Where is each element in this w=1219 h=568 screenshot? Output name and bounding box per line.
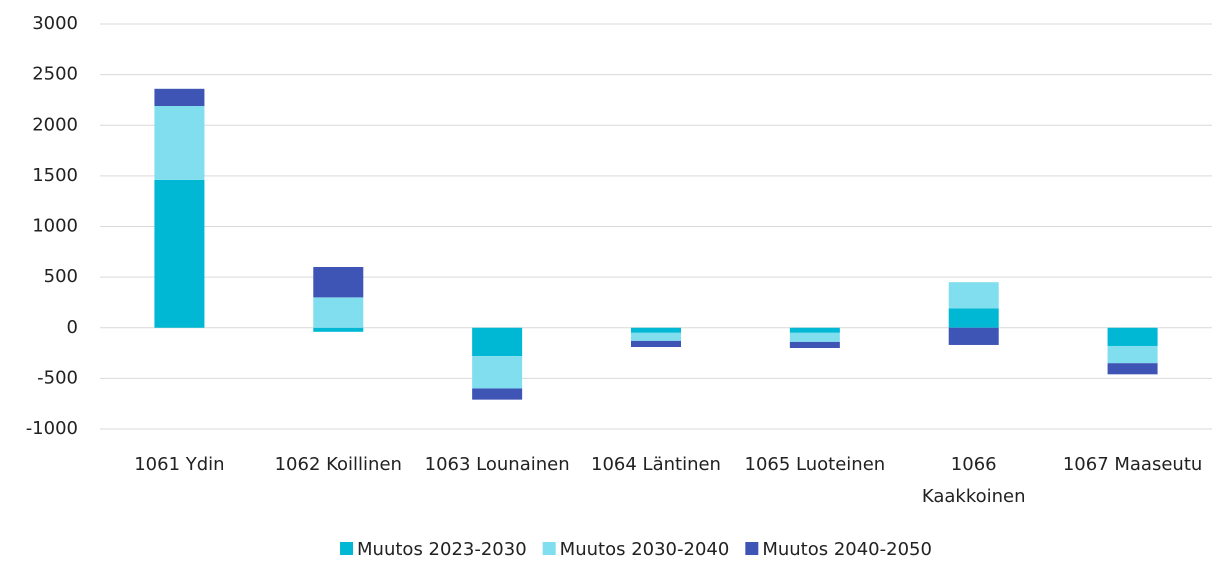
- y-tick-label: -500: [37, 367, 78, 388]
- x-tick-label: 1062 Koillinen: [275, 454, 402, 475]
- legend-swatch: [542, 542, 556, 555]
- bar-segment: [631, 327, 681, 333]
- bar-segment: [948, 327, 999, 345]
- bar-segment: [154, 88, 205, 107]
- y-tick-label: 1000: [32, 216, 78, 237]
- x-tick-label: 1067 Maaseutu: [1063, 454, 1202, 475]
- x-tick-label: 1066 Kaakkoinen: [922, 454, 1026, 507]
- bar-segment: [789, 341, 840, 348]
- bar-segment: [313, 327, 364, 332]
- legend-label: Muutos 2040-2050: [762, 539, 932, 560]
- y-tick-label: 2000: [32, 114, 78, 135]
- x-tick-label: 1065 Luoteinen: [745, 454, 886, 475]
- y-tick-label: 3000: [32, 13, 78, 34]
- bar-segment: [154, 179, 205, 328]
- x-tick-label: 1064 Läntinen: [591, 454, 721, 475]
- y-tick-label: 0: [67, 317, 78, 338]
- x-tick-label: 1063 Lounainen: [425, 454, 570, 475]
- legend-swatch: [745, 542, 759, 555]
- bar-segment: [631, 340, 681, 347]
- bar-segment: [313, 297, 364, 328]
- bar-segment: [1107, 363, 1158, 375]
- bar-segment: [1107, 327, 1158, 346]
- bar-segment: [472, 356, 523, 389]
- bar-segment: [789, 332, 840, 342]
- y-tick-label: 500: [44, 266, 78, 287]
- legend-label: Muutos 2030-2040: [560, 539, 730, 560]
- bar-segment: [789, 327, 840, 333]
- legend-swatch: [340, 542, 354, 555]
- bar-segment: [948, 308, 999, 328]
- bar-segment: [472, 388, 523, 400]
- bar-segment: [472, 327, 523, 357]
- y-tick-label: 1500: [32, 165, 78, 186]
- bar-segment: [313, 267, 364, 298]
- bar-segment: [948, 282, 999, 309]
- y-tick-label: 2500: [32, 64, 78, 85]
- legend-label: Muutos 2023-2030: [357, 539, 527, 560]
- x-tick-label: 1061 Ydin: [134, 454, 224, 475]
- y-tick-label: -1000: [26, 418, 78, 439]
- bar-segment: [154, 106, 205, 180]
- bar-segment: [1107, 345, 1158, 364]
- bar-segment: [631, 332, 681, 341]
